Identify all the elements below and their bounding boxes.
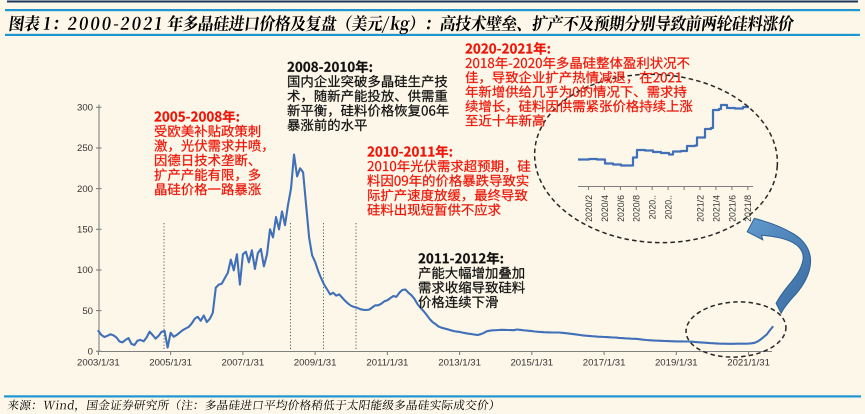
svg-text:2021/6: 2021/6 (727, 195, 737, 222)
svg-text:2021/2: 2021/2 (695, 195, 705, 222)
svg-text:2011/1/31: 2011/1/31 (366, 358, 408, 369)
svg-text:150: 150 (77, 225, 93, 236)
svg-text:2009/1/31: 2009/1/31 (294, 358, 337, 369)
svg-text:2021/4: 2021/4 (711, 195, 721, 222)
svg-text:2015/1/31: 2015/1/31 (510, 358, 553, 369)
svg-text:200: 200 (77, 184, 93, 195)
svg-text:2005/1/31: 2005/1/31 (149, 358, 192, 369)
svg-text:2020..: 2020.. (664, 195, 674, 219)
svg-text:2021/1/31: 2021/1/31 (727, 358, 770, 369)
svg-text:2003/1/31: 2003/1/31 (77, 358, 120, 369)
svg-text:300: 300 (77, 103, 93, 114)
svg-text:2020/2: 2020/2 (584, 195, 594, 222)
svg-text:100: 100 (77, 265, 93, 276)
svg-text:2020/8: 2020/8 (632, 195, 642, 222)
svg-text:2017/1/31: 2017/1/31 (583, 358, 626, 369)
svg-text:2007/1/31: 2007/1/31 (222, 358, 265, 369)
svg-text:0: 0 (88, 347, 93, 358)
svg-text:250: 250 (77, 143, 93, 154)
svg-text:2020/6: 2020/6 (616, 195, 626, 222)
svg-text:2020..: 2020.. (648, 195, 658, 219)
svg-text:50: 50 (82, 306, 93, 317)
svg-text:2021/8: 2021/8 (743, 195, 753, 222)
svg-text:2013/1/31: 2013/1/31 (438, 358, 481, 369)
svg-text:2019/1/31: 2019/1/31 (655, 358, 698, 369)
svg-text:2020/4: 2020/4 (600, 195, 610, 222)
